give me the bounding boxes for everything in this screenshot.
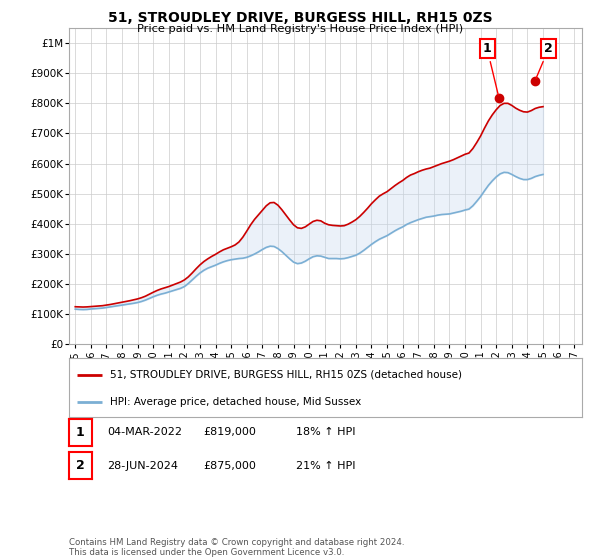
Text: 18% ↑ HPI: 18% ↑ HPI [296,427,355,437]
Text: 51, STROUDLEY DRIVE, BURGESS HILL, RH15 0ZS: 51, STROUDLEY DRIVE, BURGESS HILL, RH15 … [107,11,493,25]
Text: Contains HM Land Registry data © Crown copyright and database right 2024.
This d: Contains HM Land Registry data © Crown c… [69,538,404,557]
Text: 2: 2 [76,459,85,473]
Text: 04-MAR-2022: 04-MAR-2022 [107,427,182,437]
Text: HPI: Average price, detached house, Mid Sussex: HPI: Average price, detached house, Mid … [110,397,361,407]
Text: 1: 1 [76,426,85,439]
Text: 28-JUN-2024: 28-JUN-2024 [107,461,178,471]
Text: Price paid vs. HM Land Registry's House Price Index (HPI): Price paid vs. HM Land Registry's House … [137,24,463,34]
Text: 51, STROUDLEY DRIVE, BURGESS HILL, RH15 0ZS (detached house): 51, STROUDLEY DRIVE, BURGESS HILL, RH15 … [110,370,462,380]
Text: £819,000: £819,000 [203,427,256,437]
Text: 1: 1 [483,42,498,95]
Text: 21% ↑ HPI: 21% ↑ HPI [296,461,355,471]
Text: £875,000: £875,000 [203,461,256,471]
Text: 2: 2 [536,42,553,78]
